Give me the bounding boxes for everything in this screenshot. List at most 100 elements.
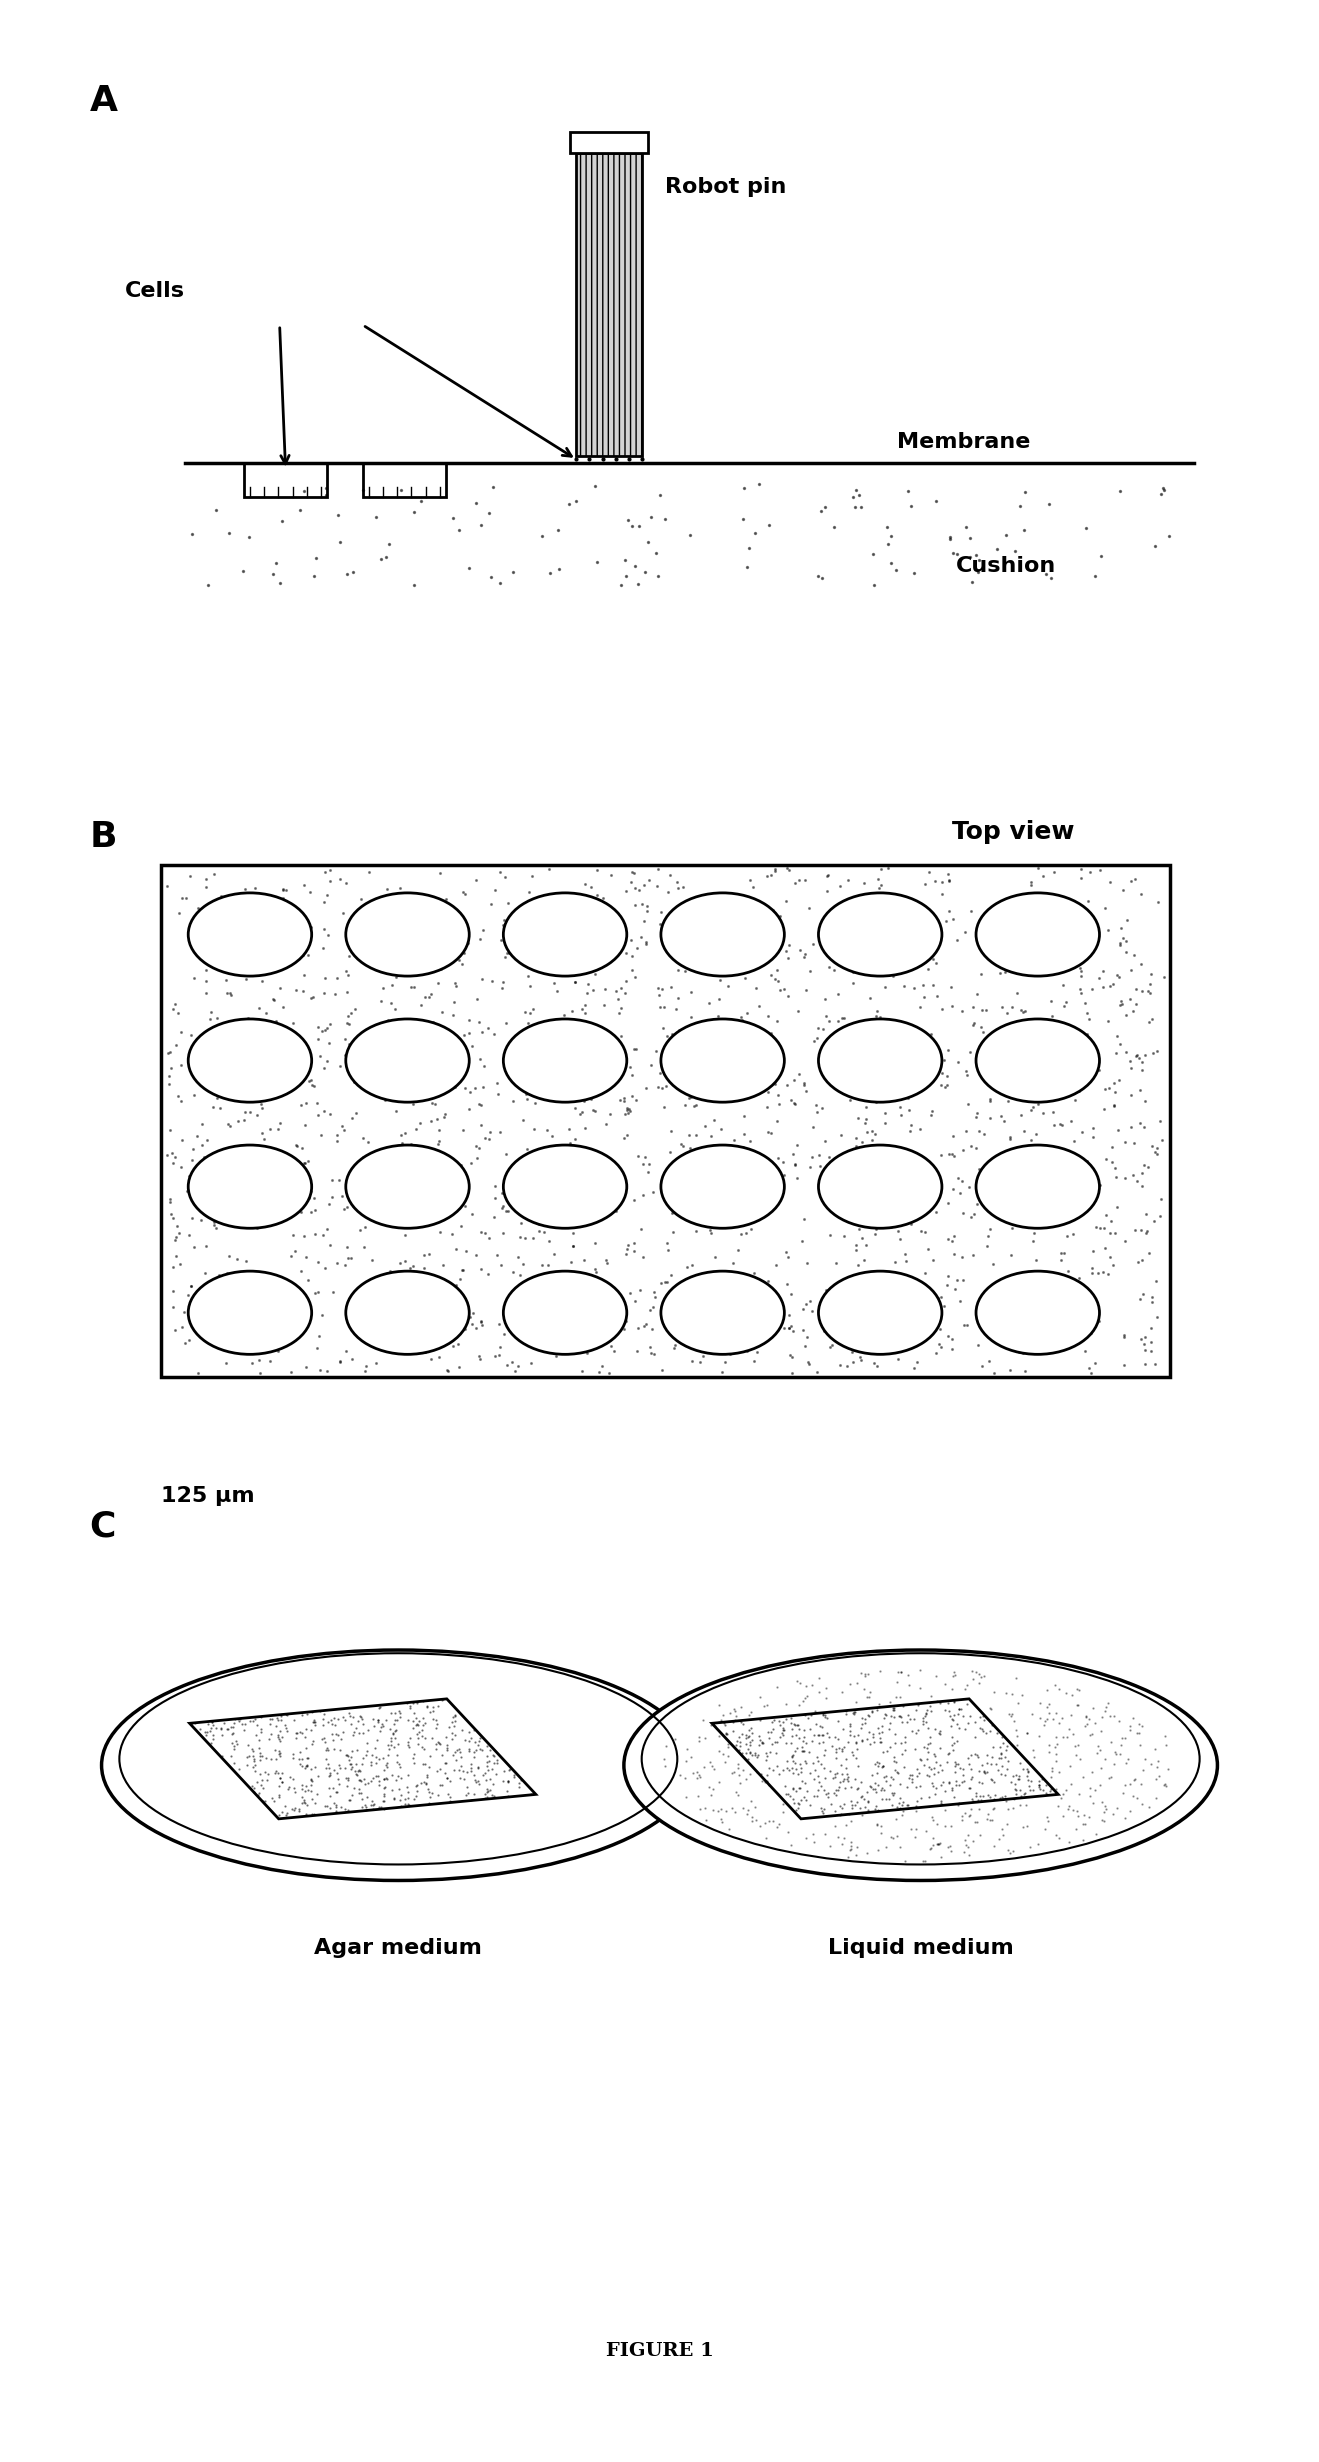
Point bbox=[864, 1746, 885, 1785]
Point bbox=[377, 1748, 398, 1787]
Point bbox=[272, 1763, 293, 1802]
Point bbox=[686, 1211, 707, 1251]
Point bbox=[203, 1088, 224, 1128]
Point bbox=[233, 1199, 255, 1238]
Point bbox=[402, 1147, 423, 1187]
Point bbox=[1014, 1352, 1035, 1391]
Point bbox=[814, 1770, 835, 1810]
Point bbox=[708, 980, 729, 1019]
Point bbox=[942, 1770, 963, 1810]
Point bbox=[269, 1778, 290, 1817]
Point bbox=[724, 1691, 745, 1731]
Point bbox=[776, 1231, 797, 1270]
Point bbox=[849, 1787, 871, 1827]
Point bbox=[528, 1012, 549, 1051]
Point bbox=[959, 519, 980, 559]
Point bbox=[776, 1699, 797, 1738]
Point bbox=[1020, 862, 1041, 901]
Point bbox=[481, 1748, 503, 1787]
Point bbox=[1010, 1096, 1031, 1135]
Point bbox=[918, 852, 939, 891]
Point bbox=[174, 1322, 195, 1361]
Point bbox=[871, 1133, 892, 1172]
Point bbox=[1137, 1147, 1158, 1187]
Point bbox=[437, 1728, 458, 1768]
Point bbox=[247, 1209, 268, 1248]
Point bbox=[996, 1731, 1017, 1770]
Point bbox=[674, 1086, 695, 1125]
Point bbox=[346, 1755, 367, 1795]
Point bbox=[492, 968, 513, 1007]
Point bbox=[565, 1088, 586, 1128]
Point bbox=[818, 857, 839, 896]
Point bbox=[404, 492, 425, 532]
Point bbox=[963, 1236, 984, 1275]
Point bbox=[728, 1302, 749, 1342]
Point bbox=[881, 1726, 902, 1765]
Point bbox=[330, 1748, 351, 1787]
Point bbox=[826, 1775, 847, 1814]
Point bbox=[973, 1750, 995, 1790]
Point bbox=[1029, 874, 1050, 913]
Point bbox=[966, 1773, 987, 1812]
Point bbox=[541, 1182, 562, 1221]
Point bbox=[445, 1696, 466, 1736]
Point bbox=[777, 1066, 798, 1105]
Point bbox=[553, 995, 574, 1034]
Point bbox=[922, 1763, 943, 1802]
Point bbox=[815, 1669, 836, 1709]
Point bbox=[1072, 1302, 1093, 1342]
Point bbox=[979, 1098, 1000, 1137]
Point bbox=[1091, 1800, 1112, 1839]
Point bbox=[1024, 1765, 1045, 1805]
Point bbox=[189, 1017, 210, 1056]
Point bbox=[637, 891, 658, 931]
Point bbox=[220, 972, 241, 1012]
Point bbox=[1076, 1140, 1097, 1179]
Point bbox=[838, 1184, 859, 1224]
Point bbox=[1097, 911, 1119, 950]
Point bbox=[966, 975, 987, 1014]
Point bbox=[1109, 473, 1130, 512]
Point bbox=[1140, 955, 1161, 995]
Text: 125 μm: 125 μm bbox=[161, 1485, 255, 1507]
Point bbox=[464, 1733, 485, 1773]
Point bbox=[816, 872, 838, 911]
Point bbox=[665, 1317, 686, 1357]
Point bbox=[375, 911, 396, 950]
Point bbox=[962, 1758, 983, 1797]
Point bbox=[686, 1086, 707, 1125]
Point bbox=[373, 1775, 394, 1814]
Point bbox=[830, 1347, 851, 1386]
Point bbox=[987, 1157, 1008, 1197]
Point bbox=[780, 1824, 801, 1864]
Point bbox=[897, 473, 918, 512]
Point bbox=[868, 1746, 889, 1785]
Point bbox=[311, 1012, 332, 1051]
Point bbox=[410, 1019, 431, 1059]
Point bbox=[828, 1002, 849, 1041]
Point bbox=[608, 901, 629, 940]
Point bbox=[747, 1701, 768, 1741]
Point bbox=[739, 1169, 760, 1209]
Point bbox=[877, 1699, 898, 1738]
Point bbox=[343, 1716, 364, 1755]
Point bbox=[326, 1785, 347, 1824]
Point bbox=[443, 1736, 464, 1775]
Point bbox=[324, 975, 346, 1014]
Point bbox=[389, 869, 410, 908]
Point bbox=[301, 1760, 322, 1800]
Point bbox=[409, 1103, 430, 1142]
Ellipse shape bbox=[661, 1019, 785, 1103]
Point bbox=[1104, 1086, 1125, 1125]
Point bbox=[489, 564, 510, 603]
Point bbox=[896, 1241, 917, 1280]
Point bbox=[737, 1741, 758, 1780]
Point bbox=[756, 1721, 777, 1760]
Point bbox=[561, 1137, 582, 1177]
Point bbox=[1002, 1199, 1024, 1238]
Point bbox=[845, 1231, 867, 1270]
Point bbox=[1105, 1034, 1126, 1073]
Point bbox=[468, 1765, 489, 1805]
Point bbox=[737, 1728, 758, 1768]
